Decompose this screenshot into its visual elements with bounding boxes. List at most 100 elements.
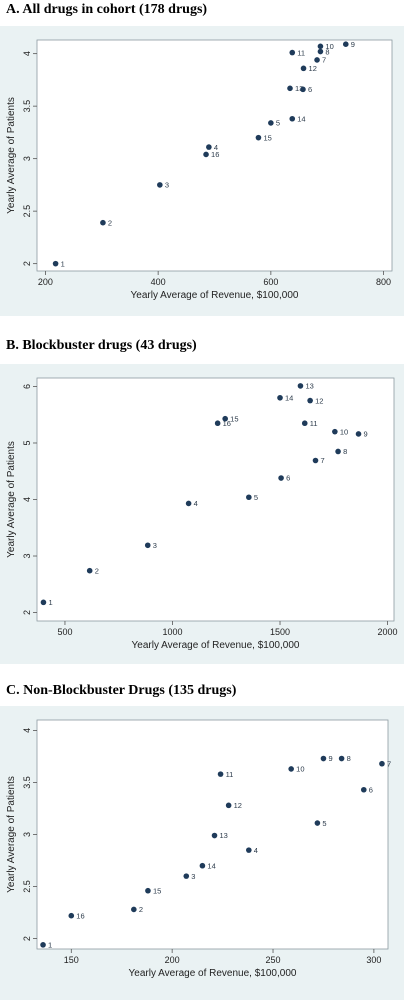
data-point — [332, 428, 338, 435]
data-point — [268, 120, 274, 126]
data-label: 9 — [364, 430, 368, 439]
data-label: 2 — [95, 566, 99, 575]
data-point — [307, 397, 313, 404]
data-label: 13 — [295, 84, 303, 93]
data-label: 15 — [153, 886, 161, 895]
data-label: 4 — [254, 846, 258, 855]
data-point — [144, 542, 151, 549]
data-label: 12 — [234, 801, 242, 810]
data-point — [289, 115, 296, 122]
data-point — [222, 415, 228, 422]
data-label: 2 — [139, 905, 143, 914]
y-tick-label: 4 — [22, 497, 32, 502]
panel-b-title: B. Blockbuster drugs (43 drugs) — [6, 338, 197, 353]
data-label: 12 — [315, 396, 323, 405]
data-point — [320, 755, 327, 762]
x-tick-label: 800 — [376, 277, 391, 287]
data-point — [317, 43, 324, 50]
data-point — [335, 448, 341, 455]
plot-area — [36, 377, 395, 622]
data-label: 13 — [305, 382, 313, 391]
x-tick-label: 600 — [263, 277, 278, 287]
data-point — [287, 85, 293, 92]
data-label: 1 — [48, 598, 52, 607]
data-point — [131, 906, 137, 913]
data-point — [355, 431, 362, 437]
data-point — [289, 49, 296, 56]
data-label: 10 — [340, 427, 348, 436]
data-label: 1 — [61, 259, 65, 268]
data-point — [203, 151, 209, 158]
data-label: 3 — [191, 872, 195, 881]
x-tick-label: 1500 — [270, 627, 290, 637]
data-label: 12 — [309, 64, 317, 73]
y-tick-label: 3 — [22, 832, 32, 837]
data-label: 7 — [387, 759, 391, 768]
data-point — [185, 500, 192, 507]
data-point — [297, 383, 304, 389]
data-label: 16 — [76, 911, 84, 920]
data-point — [217, 771, 224, 777]
data-label: 5 — [322, 819, 326, 828]
y-tick-label: 3 — [22, 156, 32, 161]
data-point — [288, 766, 294, 772]
data-point — [40, 942, 46, 948]
data-point — [300, 86, 306, 93]
data-label: 11 — [297, 48, 305, 57]
data-label: 10 — [325, 42, 333, 51]
data-label: 15 — [230, 414, 238, 423]
data-point — [214, 420, 221, 427]
data-label: 16 — [223, 419, 231, 428]
data-label: 6 — [369, 785, 373, 794]
x-tick-label: 200 — [165, 955, 180, 965]
data-point — [301, 420, 308, 427]
x-tick-label: 150 — [64, 955, 79, 965]
data-label: 5 — [276, 119, 280, 128]
data-label: 11 — [226, 770, 234, 779]
data-point — [360, 786, 367, 793]
data-label: 8 — [325, 47, 329, 56]
data-label: 6 — [308, 85, 312, 94]
chart-panel-b: 2 3 4 5 6 500 1000 1500 2000 Yearly Average of Re… — [0, 364, 404, 664]
data-label: 10 — [296, 765, 304, 774]
data-label: 7 — [322, 56, 326, 65]
data-point — [40, 599, 47, 606]
x-tick-label: 250 — [266, 955, 281, 965]
data-point — [52, 260, 59, 267]
data-label: 14 — [207, 861, 215, 870]
data-point — [314, 57, 320, 63]
data-label: 5 — [254, 493, 258, 502]
data-label: 14 — [297, 114, 305, 123]
y-tick-label: 4 — [22, 728, 32, 733]
data-label: 9 — [328, 754, 332, 763]
data-point — [314, 820, 321, 826]
x-tick-label: 2000 — [378, 627, 398, 637]
data-point — [206, 144, 212, 150]
data-label: 3 — [153, 541, 157, 550]
y-tick-label: 3.5 — [22, 100, 32, 113]
data-point — [338, 755, 345, 762]
y-tick-label: 2 — [22, 610, 32, 615]
data-label: 8 — [347, 754, 351, 763]
y-tick-label: 2.5 — [22, 205, 32, 218]
data-point — [211, 832, 218, 839]
y-tick-label: 3 — [22, 554, 32, 559]
data-label: 14 — [285, 393, 293, 402]
y-tick-label: 2 — [22, 936, 32, 941]
data-point — [342, 41, 349, 47]
data-point — [255, 134, 262, 141]
x-axis-label: Yearly Average of Revenue, $100,000 — [131, 290, 299, 301]
data-label: 4 — [194, 499, 198, 508]
data-point — [277, 394, 283, 401]
y-tick-label: 2.5 — [22, 880, 32, 893]
data-label: 8 — [343, 447, 347, 456]
data-label: 16 — [211, 150, 219, 159]
x-axis-label: Yearly Average of Revenue, $100,000 — [129, 968, 297, 979]
data-label: 4 — [214, 143, 218, 152]
x-tick-label: 400 — [151, 277, 166, 287]
chart-panel-c: 2 2.5 3 3.5 4 150 200 250 300 Yearly Average of R… — [0, 706, 404, 1000]
panel-c-title: C. Non-Blockbuster Drugs (135 drugs) — [6, 683, 237, 698]
data-label: 6 — [286, 474, 290, 483]
data-point — [312, 457, 319, 464]
x-axis-label: Yearly Average of Revenue, $100,000 — [132, 640, 300, 651]
